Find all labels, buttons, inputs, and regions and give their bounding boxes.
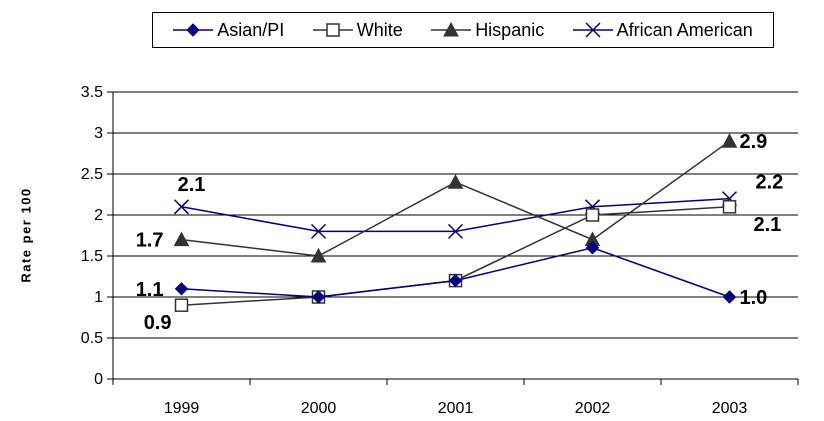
x-tick-label: 2003: [712, 400, 748, 417]
series-hispanic: [173, 133, 738, 263]
data-point-white: [722, 200, 737, 214]
y-tick-label: 2.5: [81, 166, 103, 183]
data-point-hispanic: [447, 174, 464, 189]
legend-item-asian-pi: Asian/PI: [173, 20, 284, 41]
legend-swatch-hispanic: [431, 21, 472, 37]
y-tick-label: 0.5: [81, 330, 103, 347]
data-point-african-american: [310, 223, 327, 239]
x-tick-label: 2002: [575, 400, 611, 417]
y-tick-label: 0: [94, 371, 103, 388]
x-tick-label: 2001: [438, 400, 474, 417]
legend-swatch-marker: [325, 23, 340, 37]
data-point-white: [174, 298, 189, 312]
y-tick-label: 3: [94, 125, 103, 142]
data-label: 0.9: [144, 312, 172, 334]
data-label: 2.1: [178, 174, 206, 196]
data-label: 1.7: [136, 230, 164, 252]
series-asian-pi: [174, 241, 737, 304]
legend-label-hispanic: Hispanic: [475, 19, 545, 40]
legend-label-asian-pi: Asian/PI: [217, 19, 285, 40]
y-tick-label: 3.5: [81, 84, 103, 101]
data-point-asian-pi: [448, 273, 463, 288]
data-point-hispanic: [173, 231, 190, 247]
x-marker-stroke: [585, 22, 601, 38]
y-tick-label: 1: [94, 289, 103, 306]
legend-swatch-white: [312, 23, 353, 37]
y-tick-label: 2: [94, 207, 103, 224]
legend-label-african-american: African American: [616, 19, 753, 40]
legend-label-white: White: [356, 19, 403, 40]
x-marker-stroke: [310, 223, 327, 239]
legend-swatch-marker: [585, 22, 601, 38]
legend-item-hispanic: Hispanic: [431, 20, 544, 41]
data-label: 2.1: [754, 214, 782, 236]
series-line-asian-pi: [181, 247, 730, 298]
legend-item-african-american: African American: [572, 19, 753, 41]
data-label: 1.1: [136, 279, 164, 301]
data-point-asian-pi: [585, 241, 600, 255]
legend-swatch-asian-pi: [173, 23, 214, 37]
x-marker-stroke: [447, 223, 464, 239]
data-label: 2.9: [740, 131, 768, 153]
data-point-asian-pi: [174, 282, 189, 296]
data-point-white: [585, 208, 600, 222]
legend: Asian/PI White Hispanic African American: [152, 12, 774, 48]
data-point-hispanic: [721, 133, 738, 148]
series-african-american: [173, 191, 738, 239]
series-line-hispanic: [181, 140, 730, 257]
legend-swatch-african-american: [572, 22, 613, 38]
y-tick-label: 1.5: [81, 248, 103, 265]
data-point-asian-pi: [311, 290, 326, 304]
data-label: 1.0: [740, 287, 768, 309]
x-marker-stroke: [173, 199, 190, 215]
legend-swatch-marker: [186, 23, 200, 37]
data-point-hispanic: [310, 247, 327, 263]
data-label: 2.2: [756, 172, 784, 194]
data-point-asian-pi: [722, 290, 737, 304]
x-tick-label: 1999: [164, 400, 200, 417]
data-point-african-american: [447, 223, 464, 239]
legend-item-white: White: [312, 19, 403, 41]
data-point-african-american: [173, 199, 190, 215]
x-tick-label: 2000: [301, 400, 337, 417]
legend-swatch-marker: [443, 21, 460, 37]
